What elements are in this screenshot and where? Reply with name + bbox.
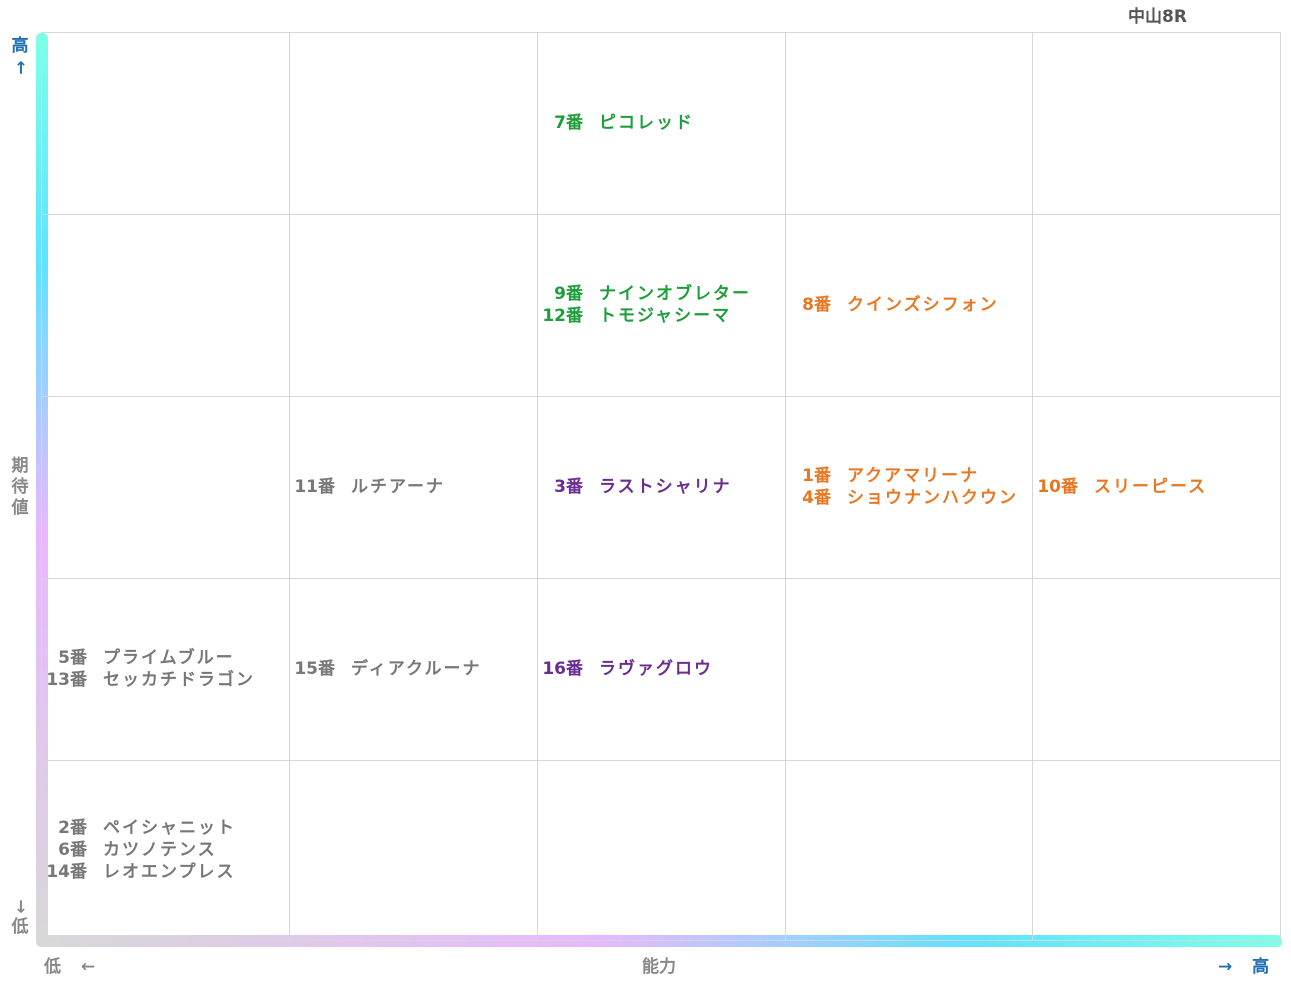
y-high-arrow-icon: ←	[10, 60, 31, 75]
horse-number: 13番	[46, 670, 87, 690]
horse-entry: 1番 アクアマリーナ	[781, 465, 1028, 487]
grid-cell: 1番 アクアマリーナ 4番 ショウナンハクウン	[781, 396, 1028, 578]
horse-number: 2番	[58, 818, 87, 838]
horse-name: ルチアーナ	[351, 477, 445, 497]
horse-number: 10番	[1037, 477, 1078, 497]
horse-entry: 16番 ラヴァグロウ	[533, 658, 781, 680]
horse-entry: 5番 プライムブルー	[37, 647, 285, 669]
horse-name: レオエンプレス	[103, 862, 236, 882]
horse-name: カツノテンス	[103, 840, 217, 860]
grid-line-horizontal	[41, 760, 1280, 761]
x-axis-title: 能力	[642, 957, 676, 977]
y-axis-high-label: 高 ←	[9, 36, 31, 78]
horse-number: 4番	[802, 488, 831, 508]
grid-line-vertical	[785, 32, 786, 940]
grid-cell: 15番 ディアクルーナ	[285, 578, 533, 760]
grid-line-vertical	[537, 32, 538, 940]
y-title-char-1: 期	[11, 456, 29, 476]
grid-cell: 9番 ナインオブレター 12番 トモジャシーマ	[533, 214, 781, 396]
horse-number: 15番	[294, 659, 335, 679]
y-low-arrow-icon: →	[10, 899, 31, 914]
y-low-text: 低	[11, 917, 29, 937]
horse-entry: 8番 クインズシフォン	[781, 294, 1028, 316]
horse-number: 14番	[46, 862, 87, 882]
horse-entry: 10番 スリーピース	[1028, 476, 1276, 498]
y-axis-title: 期 待 値	[9, 456, 31, 519]
race-title: 中山8R	[1128, 7, 1187, 27]
grid-line-horizontal	[41, 578, 1280, 579]
horse-entry: 13番 セッカチドラゴン	[37, 669, 285, 691]
y-axis-bar	[36, 33, 48, 943]
grid-cell: 7番 ピコレッド	[533, 32, 781, 214]
horse-number: 9番	[554, 284, 583, 304]
x-axis-bar	[36, 935, 1282, 947]
horse-name: ラストシャリナ	[599, 477, 732, 497]
y-axis-low-label: → 低	[9, 896, 31, 938]
horse-entry: 11番 ルチアーナ	[285, 476, 533, 498]
x-high-arrow-icon: →	[1218, 957, 1233, 977]
grid-cell: 11番 ルチアーナ	[285, 396, 533, 578]
horse-number: 7番	[554, 113, 583, 133]
horse-entry: 15番 ディアクルーナ	[285, 658, 533, 680]
horse-number: 11番	[294, 477, 335, 497]
horse-name: ペイシャニット	[103, 818, 236, 838]
grid-cell: 10番 スリーピース	[1028, 396, 1276, 578]
y-title-char-3: 値	[11, 498, 29, 518]
horse-name: ナインオブレター	[599, 284, 751, 304]
y-title-char-2: 待	[11, 477, 29, 497]
grid-line-vertical	[289, 32, 290, 940]
horse-number: 16番	[542, 659, 583, 679]
horse-number: 1番	[802, 466, 831, 486]
horse-entry: 9番 ナインオブレター	[533, 283, 781, 305]
horse-number: 12番	[542, 306, 583, 326]
horse-entry: 6番 カツノテンス	[37, 839, 285, 861]
horse-entry: 12番 トモジャシーマ	[533, 305, 781, 327]
grid-cell: 3番 ラストシャリナ	[533, 396, 781, 578]
grid-cell: 5番 プライムブルー 13番 セッカチドラゴン	[37, 578, 285, 760]
horse-entry: 2番 ペイシャニット	[37, 817, 285, 839]
grid-line-horizontal	[41, 32, 1280, 33]
horse-number: 5番	[58, 648, 87, 668]
horse-name: クインズシフォン	[847, 295, 999, 315]
grid-cell: 8番 クインズシフォン	[781, 214, 1028, 396]
grid-line-vertical	[1032, 32, 1033, 940]
horse-name: ラヴァグロウ	[599, 659, 713, 679]
horse-entry: 14番 レオエンプレス	[37, 861, 285, 883]
horse-name: ピコレッド	[599, 113, 694, 133]
horse-name: セッカチドラゴン	[103, 670, 255, 690]
x-low-text: 低	[44, 957, 61, 977]
horse-entry: 7番 ピコレッド	[533, 112, 781, 134]
x-low-arrow-icon: ←	[80, 957, 96, 977]
horse-entry: 4番 ショウナンハクウン	[781, 487, 1028, 509]
x-axis-high-label: → 高	[1218, 952, 1269, 977]
horse-name: プライムブルー	[103, 648, 235, 668]
grid-line-horizontal	[41, 396, 1280, 397]
grid-line-vertical	[41, 32, 42, 940]
grid-line-vertical	[1280, 32, 1281, 940]
y-high-text: 高	[11, 36, 29, 56]
horse-entry: 3番 ラストシャリナ	[533, 476, 781, 498]
x-axis-low-label: 低 ←	[44, 952, 95, 977]
horse-number: 6番	[58, 840, 87, 860]
grid-line-horizontal	[41, 214, 1280, 215]
grid-cell: 2番 ペイシャニット 6番 カツノテンス 14番 レオエンプレス	[37, 760, 285, 940]
grid-line-horizontal	[41, 940, 1280, 941]
horse-number: 3番	[554, 477, 583, 497]
x-high-text: 高	[1252, 957, 1270, 977]
horse-name: ショウナンハクウン	[847, 488, 1018, 508]
horse-number: 8番	[802, 295, 831, 315]
horse-name: ディアクルーナ	[351, 659, 482, 679]
horse-name: アクアマリーナ	[847, 466, 980, 486]
grid-cell: 16番 ラヴァグロウ	[533, 578, 781, 760]
horse-name: スリーピース	[1094, 477, 1208, 497]
horse-name: トモジャシーマ	[599, 306, 732, 326]
